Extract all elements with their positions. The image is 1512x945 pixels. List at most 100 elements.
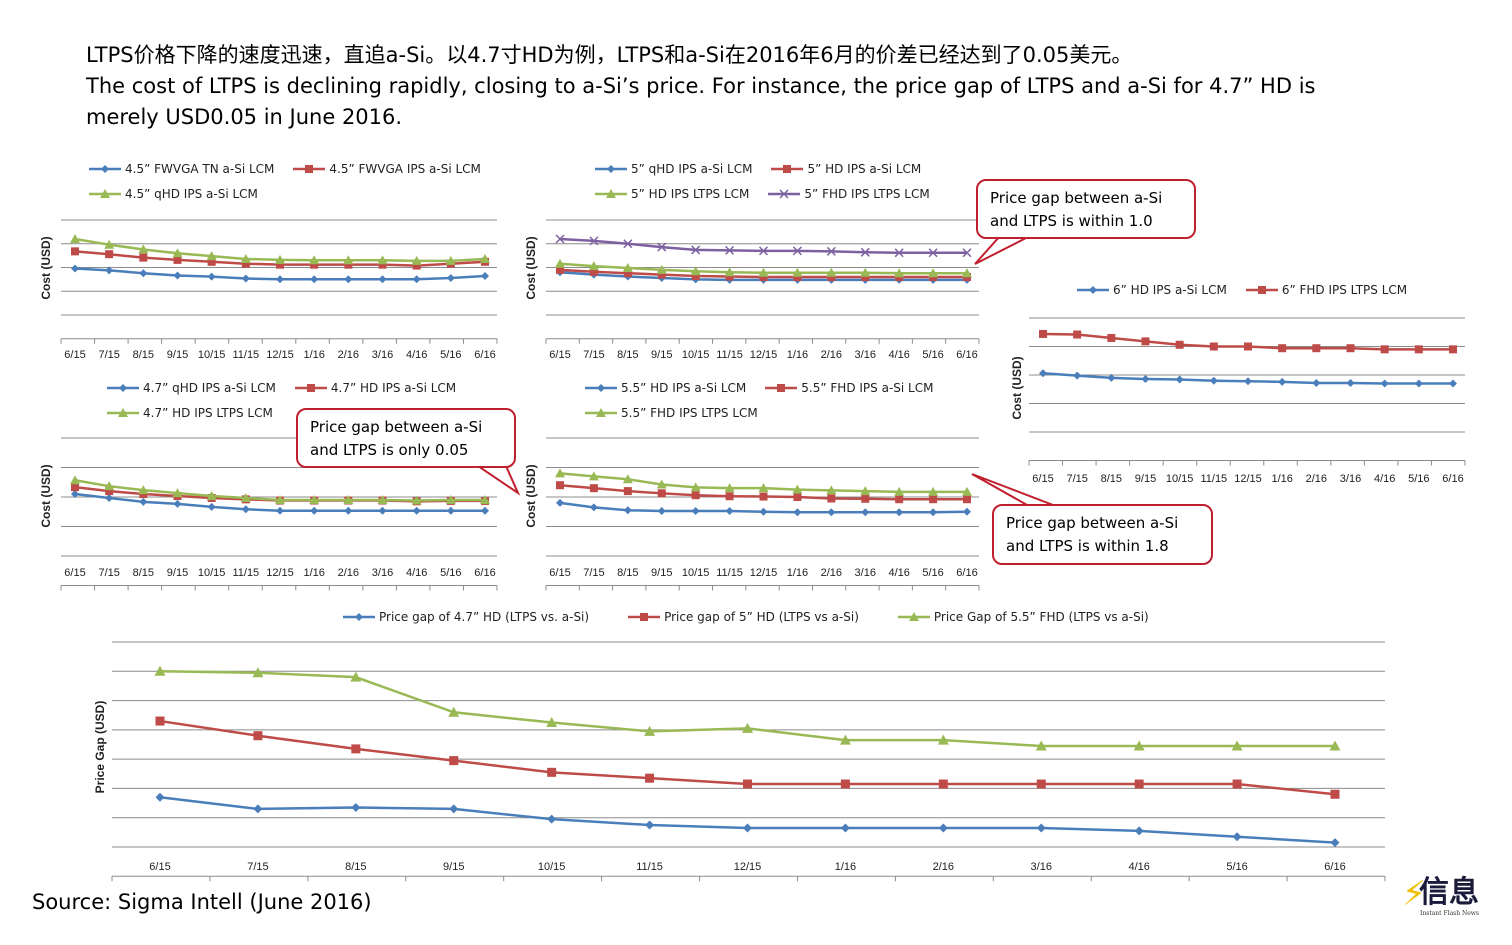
x-tick-label: 6/16 xyxy=(1442,473,1463,485)
data-point-s4-6 xyxy=(725,245,735,255)
callout-2-line-2: and LTPS is only 0.05 xyxy=(310,441,469,459)
y-axis-label: Cost (USD) xyxy=(524,464,538,527)
data-point-s1-4 xyxy=(449,804,459,814)
x-tick-label: 6/15 xyxy=(149,861,170,873)
data-point-s1-1 xyxy=(556,498,564,507)
data-point-s2-10 xyxy=(861,494,870,503)
logo-text-cn: 信息 xyxy=(1419,875,1479,910)
x-tick-label: 12/15 xyxy=(266,567,294,579)
data-point-s3-12 xyxy=(1231,740,1243,751)
legend-5-inch: 5” qHD IPS a-Si LCM 5” HD IPS a-Si LCM 5” … xyxy=(594,156,930,206)
data-point-s3-7 xyxy=(742,722,753,733)
data-point-s1-4 xyxy=(173,499,182,508)
data-point-s2-2 xyxy=(253,731,263,741)
x-tick-label: 1/16 xyxy=(835,861,856,873)
data-point-s3-2 xyxy=(252,667,264,678)
data-point-s3-10 xyxy=(860,486,871,496)
x-tick-label: 12/15 xyxy=(734,861,762,873)
data-point-s1-3 xyxy=(351,802,361,812)
y-axis-label: Price Gap (USD) xyxy=(93,701,107,794)
data-point-s2-5 xyxy=(547,767,557,777)
legend-marker xyxy=(100,188,110,198)
data-point-s3-4 xyxy=(656,264,667,274)
data-point-s3-5 xyxy=(206,251,217,261)
data-point-s4-7 xyxy=(758,246,769,256)
callout-2-pointer xyxy=(474,465,521,496)
legend-swatch xyxy=(765,383,798,392)
legend-label: 5” HD IPS LTPS LCM xyxy=(631,186,750,201)
x-tick-label: 7/15 xyxy=(1066,473,1087,485)
x-tick-label: 5/16 xyxy=(1408,473,1429,485)
x-tick-label: 5/16 xyxy=(922,349,943,361)
data-point-s3-11 xyxy=(1133,740,1145,751)
data-point-s2-8 xyxy=(793,273,802,281)
data-point-s2-10 xyxy=(861,273,870,281)
legend-label: Price gap of 4.7” HD (LTPS vs. a-Si) xyxy=(379,609,590,624)
data-point-s2-3 xyxy=(623,269,632,278)
data-point-s1-7 xyxy=(759,507,768,516)
callout-1-pointer xyxy=(974,235,1031,265)
x-tick-label: 9/15 xyxy=(443,861,464,873)
legend-swatch xyxy=(771,164,804,173)
data-point-s3-4 xyxy=(172,488,183,498)
data-point-s4-3 xyxy=(623,239,633,249)
legend-item: 5.5” HD IPS a-Si LCM xyxy=(584,381,746,395)
x-tick-label: 4/16 xyxy=(406,567,427,579)
legend-marker xyxy=(607,164,615,173)
data-point-s1-4 xyxy=(657,507,666,516)
data-point-s2-13 xyxy=(1330,789,1340,799)
x-tick-label: 12/15 xyxy=(1234,473,1262,485)
logo-text-en: Instant Flash News xyxy=(1420,910,1480,917)
x-tick-label: 12/15 xyxy=(750,567,778,579)
x-tick-label: 10/15 xyxy=(1166,473,1194,485)
data-point-s4-4 xyxy=(657,242,667,252)
data-point-s3-8 xyxy=(309,255,320,265)
data-point-s1-5 xyxy=(691,507,700,516)
callout-1-line-1: Price gap between a-Si xyxy=(990,189,1163,207)
data-point-s3-2 xyxy=(588,261,599,271)
x-tick-label: 4/16 xyxy=(406,349,427,361)
data-point-s1-8 xyxy=(840,823,850,833)
data-point-s3-9 xyxy=(343,255,354,265)
legend-swatch xyxy=(1077,285,1109,294)
data-point-s1-2 xyxy=(589,503,598,512)
data-point-s2-5 xyxy=(207,257,216,266)
data-point-s4-12 xyxy=(928,248,938,258)
data-point-s3-6 xyxy=(644,725,656,736)
data-point-s1-7 xyxy=(276,275,284,284)
chart-4-5-inch-cost: 6/15 7/15 8/15 9/15 10/15 11/15 12/15 1/16 2/16 3… xyxy=(39,219,498,361)
data-point-s2-4 xyxy=(173,255,182,264)
data-point-s2-9 xyxy=(827,273,836,281)
brand-logo: ⚡ 信息 Instant Flash News xyxy=(1402,874,1492,922)
data-point-s3-12 xyxy=(928,486,939,496)
x-tick-label: 12/15 xyxy=(750,349,778,361)
data-point-s1-13 xyxy=(1330,838,1340,848)
x-tick-label: 8/15 xyxy=(133,567,154,579)
data-point-s2-3 xyxy=(1107,333,1116,342)
legend-item: 5.5” FHD IPS a-Si LCM xyxy=(764,381,933,395)
data-point-s2-2 xyxy=(1073,330,1082,339)
data-point-s1-9 xyxy=(938,823,948,833)
data-point-s2-8 xyxy=(1278,344,1287,353)
legend-label: 4.5” FWVGA TN a-Si LCM xyxy=(125,161,275,176)
lightning-icon: ⚡ xyxy=(1402,874,1426,914)
x-tick-label: 5/16 xyxy=(922,567,943,579)
data-point-s1-7 xyxy=(276,506,284,515)
x-tick-label: 7/15 xyxy=(98,349,119,361)
data-point-s3-4 xyxy=(448,706,460,717)
legend-marker xyxy=(305,164,314,173)
legend-label: 6” HD IPS a-Si LCM xyxy=(1113,282,1227,297)
legend-marker xyxy=(355,612,363,621)
callout-1-line-2: and LTPS is within 1.0 xyxy=(990,212,1153,230)
legend-item: 5.5” FHD IPS LTPS LCM xyxy=(584,406,758,420)
legend-swatch xyxy=(897,611,930,621)
data-point-s3-3 xyxy=(622,474,633,484)
data-point-s2-9 xyxy=(938,779,948,789)
legend-4-5-inch: 4.5” FWVGA TN a-Si LCM 4.5” FWVGA IPS a-S… xyxy=(88,156,481,206)
data-point-s2-8 xyxy=(793,493,802,501)
x-tick-label: 2/16 xyxy=(821,567,842,579)
x-tick-label: 2/16 xyxy=(933,861,954,873)
legend-marker xyxy=(908,611,919,621)
data-point-s4-1 xyxy=(555,234,565,244)
legend-item: 4.7” HD IPS LTPS LCM xyxy=(106,406,273,420)
